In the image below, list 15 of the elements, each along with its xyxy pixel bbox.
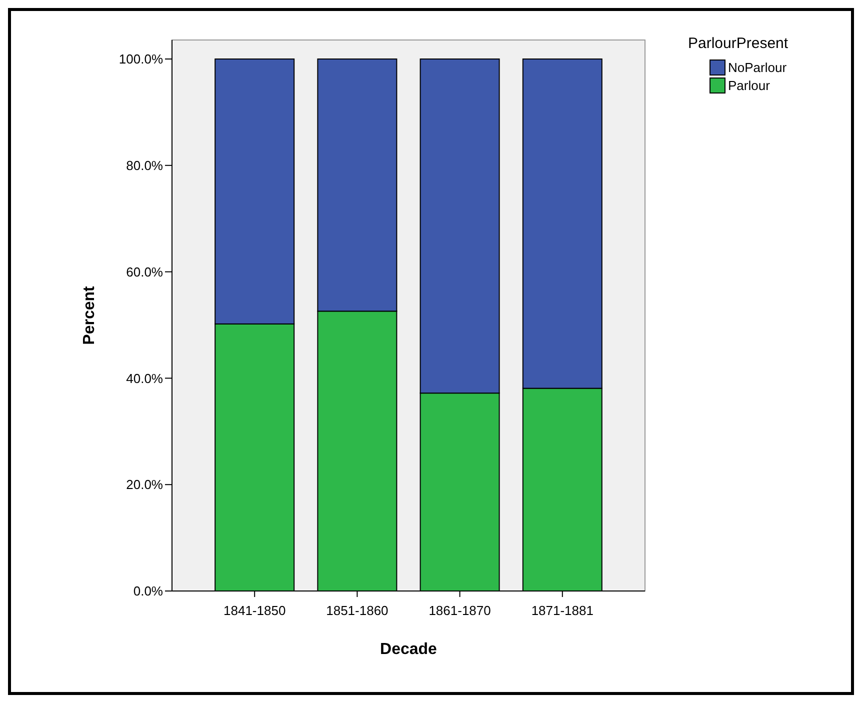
x-axis-title: Decade [380,641,438,658]
legend-label: Parlour [728,78,771,93]
x-tick-label: 1861-1870 [428,603,491,618]
legend-label: NoParlour [728,60,788,75]
y-tick-label: 40.0% [126,370,164,386]
y-tick-label: 100.0% [118,52,164,67]
x-tick-label: 1871-1881 [531,603,594,618]
y-tick-label: 80.0% [126,158,164,173]
legend-title: ParlourPresent [688,35,789,52]
x-tick-label: 1841-1850 [224,603,286,618]
y-tick-label: 20.0% [126,477,164,492]
y-tick-label: 60.0% [126,264,164,280]
x-tick-label: 1851-1860 [326,603,388,618]
y-tick-label: 0.0% [133,584,164,599]
y-axis-title: Percent [81,285,98,345]
